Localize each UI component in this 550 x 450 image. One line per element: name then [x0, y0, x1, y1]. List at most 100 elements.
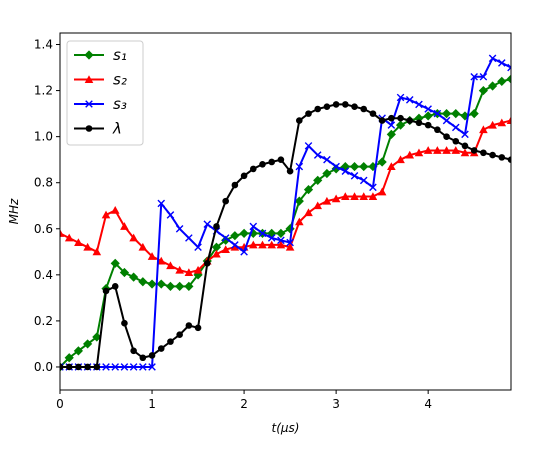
data-point [506, 116, 511, 124]
data-point [461, 142, 469, 150]
data-point [231, 181, 239, 189]
legend: s₁ s₂ s₃ λ [66, 40, 144, 146]
data-point [110, 258, 120, 268]
data-point [185, 322, 193, 329]
y-tick-label: 0.8 [34, 176, 53, 190]
data-point [120, 363, 129, 371]
y-tick-label: 0.6 [34, 222, 53, 236]
data-point [489, 151, 496, 159]
data-point [488, 54, 497, 63]
data-point [175, 224, 184, 233]
data-point [451, 146, 461, 154]
data-point [139, 354, 147, 362]
data-point [267, 240, 276, 249]
data-point [433, 146, 442, 154]
legend-item: s₁ [74, 46, 127, 64]
y-tick-label: 0.2 [34, 314, 53, 328]
data-point [442, 146, 451, 154]
data-point [194, 324, 202, 332]
legend-label: s₂ [113, 71, 127, 89]
data-point [350, 192, 359, 200]
x-tick-label: 0 [56, 397, 64, 411]
data-point [203, 220, 212, 228]
data-point [295, 162, 304, 171]
data-point [138, 277, 148, 287]
data-point [121, 319, 128, 327]
data-point [148, 352, 156, 359]
data-point [423, 111, 433, 121]
data-point [166, 261, 175, 270]
data-point [461, 130, 469, 139]
data-point [60, 229, 65, 237]
x-axis-label: t(μs) [272, 421, 300, 435]
data-point [148, 363, 156, 371]
data-point [249, 222, 258, 231]
data-point [184, 268, 194, 276]
data-point [498, 154, 506, 161]
data-point [294, 196, 304, 206]
data-point [451, 123, 460, 132]
series-layer [60, 54, 511, 372]
data-point [129, 233, 138, 242]
data-point [102, 287, 110, 295]
data-point [276, 240, 286, 249]
data-point [451, 109, 461, 119]
data-point [313, 151, 322, 159]
data-point [268, 158, 275, 166]
data-point [442, 116, 451, 125]
data-point [74, 238, 83, 247]
data-point [487, 81, 498, 91]
data-point [424, 105, 432, 113]
data-point [331, 164, 341, 174]
data-point [342, 101, 349, 108]
legend-item: s₂ [74, 71, 127, 89]
data-point [341, 192, 350, 200]
plot-frame [59, 32, 512, 391]
data-point [221, 234, 230, 242]
data-point [166, 211, 175, 219]
data-point [156, 279, 166, 289]
legend-label: s₃ [113, 95, 127, 113]
data-point [111, 363, 120, 371]
data-point [369, 183, 377, 192]
series-group [60, 116, 511, 276]
data-point [415, 119, 423, 127]
data-point [434, 126, 441, 134]
data-point [369, 110, 377, 117]
legend-frame [66, 40, 144, 146]
data-point [396, 155, 405, 164]
data-point [147, 279, 157, 289]
data-point [92, 332, 102, 342]
data-point [396, 93, 405, 102]
data-point [73, 346, 84, 356]
data-point [480, 149, 487, 157]
data-point [277, 236, 285, 245]
y-tick-label: 1.4 [34, 38, 53, 52]
data-point [286, 167, 294, 175]
data-point [469, 109, 479, 119]
axis-layer: 0 1 2 3 4 0.0 0.2 0.4 0.6 0.8 1.0 1.2 1.4 [34, 38, 432, 411]
data-point [258, 240, 267, 249]
data-point [359, 176, 368, 185]
y-tick-label: 1.0 [34, 130, 53, 144]
data-point [276, 228, 286, 238]
data-point [221, 245, 230, 253]
data-point [65, 363, 73, 371]
data-point [360, 105, 368, 113]
data-point [351, 103, 358, 111]
data-point [488, 120, 497, 129]
data-point [147, 252, 157, 260]
data-point [295, 217, 304, 226]
data-point [75, 363, 82, 371]
data-point [83, 339, 93, 349]
data-point [231, 241, 239, 249]
data-point [332, 162, 340, 171]
legend-marker [85, 100, 93, 108]
x-tick-label: 3 [332, 397, 340, 411]
data-point [414, 148, 424, 157]
data-point [460, 148, 470, 157]
legend-label: s₁ [113, 46, 127, 64]
data-point [441, 109, 452, 119]
data-point [240, 172, 248, 180]
data-point [323, 155, 331, 164]
